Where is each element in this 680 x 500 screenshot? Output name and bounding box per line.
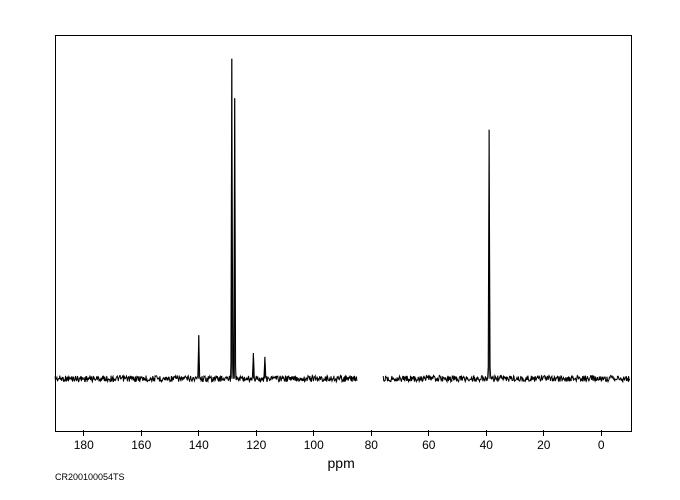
x-tick-mark xyxy=(486,430,487,436)
spectrum-svg xyxy=(0,0,680,500)
x-tick-mark xyxy=(141,430,142,436)
footer-text: CR200100054TS xyxy=(55,472,125,482)
x-tick-mark xyxy=(198,430,199,436)
x-tick-label: 120 xyxy=(246,438,266,452)
x-tick-label: 80 xyxy=(365,438,378,452)
x-tick-label: 180 xyxy=(74,438,94,452)
x-tick-mark xyxy=(83,430,84,436)
x-tick-mark xyxy=(428,430,429,436)
x-tick-mark xyxy=(313,430,314,436)
x-tick-label: 40 xyxy=(480,438,493,452)
x-tick-mark xyxy=(601,430,602,436)
x-tick-label: 60 xyxy=(422,438,435,452)
x-tick-mark xyxy=(256,430,257,436)
spectrum-line xyxy=(55,59,630,382)
chart-container: ppm CR200100054TS 0 20 40 60 80 100 120 140 160 1… xyxy=(0,0,680,500)
x-tick-label: 100 xyxy=(304,438,324,452)
x-tick-mark xyxy=(543,430,544,436)
x-tick-mark xyxy=(371,430,372,436)
x-tick-label: 160 xyxy=(131,438,151,452)
x-tick-label: 0 xyxy=(598,438,605,452)
x-axis-label: ppm xyxy=(328,455,355,471)
x-tick-label: 20 xyxy=(537,438,550,452)
x-tick-label: 140 xyxy=(189,438,209,452)
